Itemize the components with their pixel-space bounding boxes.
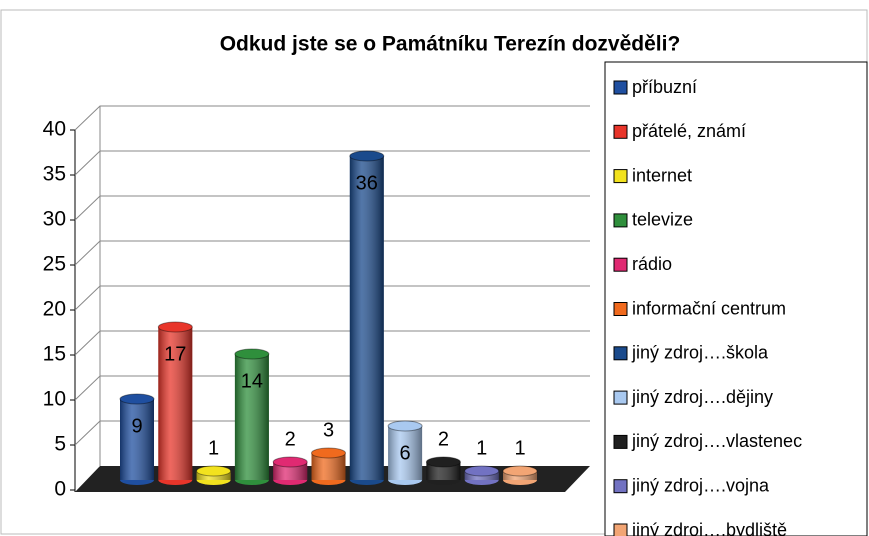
legend-label: jiný zdroj….dějiny xyxy=(631,387,773,407)
bar-top xyxy=(387,420,423,432)
legend-label: příbuzní xyxy=(632,77,697,97)
y-tick-label: 15 xyxy=(43,343,66,366)
bar xyxy=(425,456,461,485)
y-tick-label: 25 xyxy=(43,253,66,276)
bar-top xyxy=(119,393,155,405)
legend-swatch xyxy=(613,213,628,228)
legend-swatch xyxy=(613,124,628,139)
bar-top xyxy=(234,348,270,360)
bar xyxy=(119,393,155,485)
legend-label: jiný zdroj….vojna xyxy=(631,475,770,495)
data-label: 36 xyxy=(356,172,378,194)
bar-top xyxy=(502,465,538,477)
y-tick-label: 40 xyxy=(43,118,66,141)
bar-shade xyxy=(120,399,154,480)
data-label: 6 xyxy=(400,442,411,464)
bar-shade xyxy=(273,462,308,480)
bar xyxy=(387,420,423,485)
bar xyxy=(349,150,385,485)
data-label: 1 xyxy=(208,437,219,459)
bar-shade xyxy=(349,156,384,480)
legend-swatch xyxy=(613,80,628,95)
data-label: 9 xyxy=(131,415,142,437)
bar xyxy=(157,321,193,485)
y-tick-label: 35 xyxy=(43,163,66,186)
legend-swatch xyxy=(613,346,628,361)
bar-shade xyxy=(426,462,461,480)
legend-label: jiný zdroj….škola xyxy=(631,343,769,363)
legend-label: jiný zdroj….bydliště xyxy=(631,520,787,536)
bar-top xyxy=(425,456,461,468)
data-label: 1 xyxy=(476,437,487,459)
bar-top xyxy=(196,465,232,477)
legend-label: informační centrum xyxy=(632,298,786,318)
legend-label: přátelé, známí xyxy=(632,121,746,141)
data-label: 14 xyxy=(241,370,263,392)
bar xyxy=(196,465,232,485)
bar-top xyxy=(272,456,308,468)
data-label: 1 xyxy=(514,437,525,459)
legend-swatch xyxy=(613,479,628,494)
legend-label: rádio xyxy=(632,254,672,274)
legend-label: internet xyxy=(632,165,692,185)
y-tick-label: 20 xyxy=(43,298,66,321)
legend-swatch xyxy=(613,169,628,184)
legend-swatch xyxy=(613,523,628,536)
legend-swatch xyxy=(613,434,628,449)
bar xyxy=(234,348,270,485)
bar-shade xyxy=(234,354,269,480)
data-label: 17 xyxy=(164,343,186,365)
bar-top xyxy=(157,321,193,333)
chart-title: Odkud jste se o Památníku Terezín dozvěd… xyxy=(220,33,681,56)
y-tick-label: 30 xyxy=(43,208,66,231)
legend-swatch xyxy=(613,302,628,316)
bar-shade xyxy=(388,426,423,480)
y-tick-label: 10 xyxy=(43,388,66,411)
legend-label: televize xyxy=(632,210,693,230)
data-label: 3 xyxy=(323,419,334,441)
legend-box xyxy=(604,61,868,536)
y-tick-label: 0 xyxy=(54,478,66,501)
bar xyxy=(272,456,308,485)
bar xyxy=(311,447,346,485)
bar-top xyxy=(464,465,500,477)
bar-top xyxy=(349,150,385,162)
bar-shade xyxy=(158,327,193,480)
legend-label: jiný zdroj….vlastenec xyxy=(631,431,802,451)
bar xyxy=(502,465,538,485)
data-label: 2 xyxy=(285,428,296,450)
y-tick-label: 5 xyxy=(54,433,66,456)
legend-swatch xyxy=(613,257,628,272)
bar-top xyxy=(311,447,346,459)
bar xyxy=(464,465,500,485)
legend-swatch xyxy=(613,390,628,405)
data-label: 2 xyxy=(438,428,449,450)
